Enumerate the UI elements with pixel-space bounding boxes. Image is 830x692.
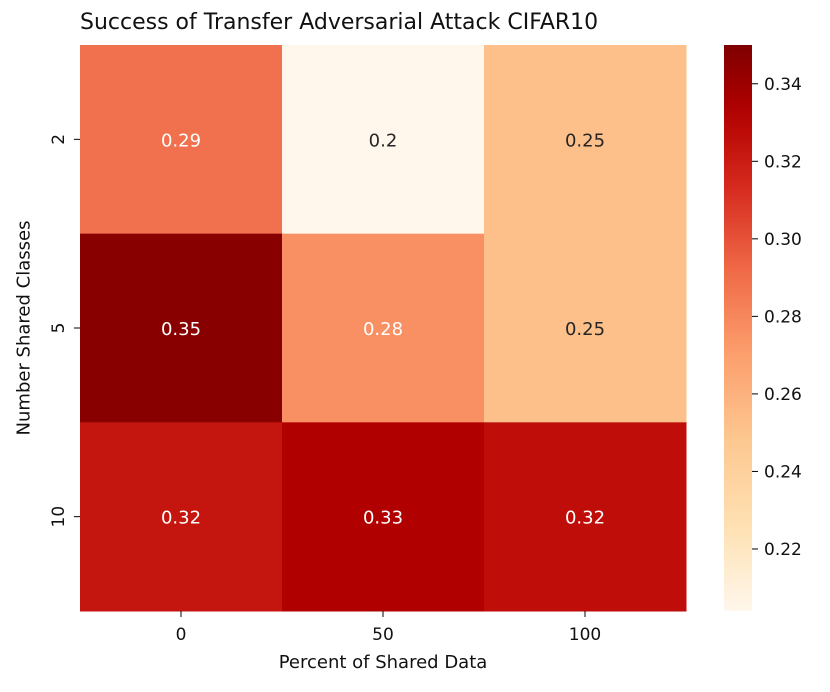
- heatmap-cell: [484, 422, 687, 612]
- colorbar-tick-label: 0.26: [764, 385, 802, 405]
- colorbar-tick-label: 0.34: [764, 75, 802, 95]
- heatmap-cell: [282, 422, 485, 612]
- cell-value-label: 0.2: [369, 130, 398, 151]
- colorbar-tick-label: 0.30: [764, 230, 802, 250]
- heatmap-cell: [282, 45, 485, 235]
- y-tick-label: 10: [49, 506, 69, 528]
- cell-value-label: 0.35: [161, 319, 201, 340]
- colorbar-tick-label: 0.22: [764, 540, 802, 560]
- cell-value-label: 0.28: [363, 319, 403, 340]
- x-axis-label: Percent of Shared Data: [278, 652, 488, 673]
- heatmap-cell: [484, 45, 687, 235]
- y-tick-label: 5: [49, 323, 69, 334]
- cell-value-label: 0.25: [565, 130, 605, 151]
- colorbar-tick-label: 0.32: [764, 152, 802, 172]
- cell-value-label: 0.33: [363, 508, 403, 529]
- colorbar-tick-label: 0.24: [764, 462, 802, 482]
- heatmap-cell: [80, 233, 283, 423]
- heatmap-cell: [80, 422, 283, 612]
- cell-value-label: 0.32: [161, 508, 201, 529]
- y-axis-label: Number Shared Classes: [13, 220, 35, 436]
- cell-value-label: 0.29: [161, 130, 201, 151]
- x-tick-label: 0: [176, 625, 187, 645]
- x-tick-label: 100: [569, 625, 601, 645]
- colorbar-tick-label: 0.28: [764, 307, 802, 327]
- y-tick-label: 2: [49, 134, 69, 145]
- heatmap-cell: [282, 233, 485, 423]
- x-tick-label: 50: [372, 625, 394, 645]
- heatmap-cell: [484, 233, 687, 423]
- heatmap-cell: [80, 45, 283, 235]
- cell-value-label: 0.32: [565, 508, 605, 529]
- chart-title: Success of Transfer Adversarial Attack C…: [80, 10, 599, 35]
- cell-value-label: 0.25: [565, 319, 605, 340]
- colorbar: [724, 45, 752, 611]
